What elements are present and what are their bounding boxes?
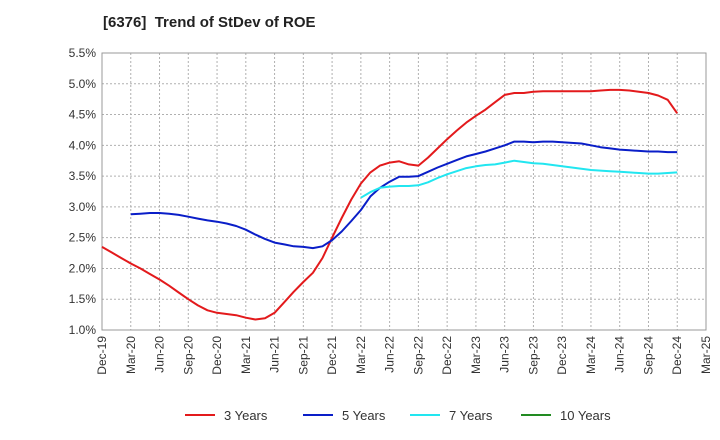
legend-label-10-years: 10 Years xyxy=(560,408,611,423)
plot-area xyxy=(101,52,707,331)
y-tick-label: 1.0% xyxy=(69,323,97,337)
legend: 3 Years 5 Years 7 Years 10 Years xyxy=(185,408,611,423)
x-tick-label: Sep-22 xyxy=(411,336,425,375)
x-tick-label: Sep-23 xyxy=(526,336,540,375)
y-tick-label: 5.5% xyxy=(69,46,97,60)
x-tick-label: Dec-22 xyxy=(440,336,454,375)
x-tick-label: Jun-21 xyxy=(268,336,282,373)
chart-title: [6376] Trend of StDev of ROE xyxy=(103,14,316,31)
x-tick-label: Dec-21 xyxy=(325,336,339,375)
x-tick-label: Mar-22 xyxy=(354,336,368,374)
x-axis: Dec-19 Mar-20 Jun-20 Sep-20 Dec-20 Mar-21 Jun-… xyxy=(95,336,713,375)
x-tick-label: Dec-19 xyxy=(95,336,109,375)
x-tick-label: Jun-24 xyxy=(613,336,627,373)
series-line-5-years xyxy=(130,140,678,250)
series-line-7-years xyxy=(360,159,678,199)
y-tick-label: 4.5% xyxy=(69,108,97,122)
series-line-3-years xyxy=(101,88,679,321)
x-tick-label: Dec-24 xyxy=(670,336,684,375)
y-tick-label: 3.0% xyxy=(69,200,97,214)
legend-label-7-years: 7 Years xyxy=(449,408,493,423)
x-tick-label: Mar-24 xyxy=(584,336,598,374)
y-tick-label: 3.5% xyxy=(69,169,97,183)
x-tick-label: Mar-25 xyxy=(699,336,713,374)
y-tick-label: 1.5% xyxy=(69,292,97,306)
x-tick-label: Dec-20 xyxy=(210,336,224,375)
x-tick-label: Mar-23 xyxy=(469,336,483,374)
legend-label-5-years: 5 Years xyxy=(342,408,386,423)
x-tick-label: Jun-20 xyxy=(153,336,167,373)
x-tick-label: Sep-24 xyxy=(641,336,655,375)
x-tick-label: Jun-23 xyxy=(498,336,512,373)
series-lines xyxy=(101,88,679,321)
x-tick-label: Dec-23 xyxy=(555,336,569,375)
legend-label-3-years: 3 Years xyxy=(224,408,268,423)
y-tick-label: 2.0% xyxy=(69,261,97,275)
grid-lines xyxy=(101,52,707,331)
x-tick-label: Mar-20 xyxy=(124,336,138,374)
y-axis: 1.0% 1.5% 2.0% 2.5% 3.0% 3.5% 4.0% 4.5% 5.0% 5.5% xyxy=(69,46,97,337)
y-tick-label: 5.0% xyxy=(69,77,97,91)
x-tick-label: Jun-22 xyxy=(383,336,397,373)
x-tick-label: Mar-21 xyxy=(239,336,253,374)
x-tick-label: Sep-20 xyxy=(181,336,195,375)
x-tick-label: Sep-21 xyxy=(296,336,310,375)
y-tick-label: 4.0% xyxy=(69,138,97,152)
y-tick-label: 2.5% xyxy=(69,231,97,245)
